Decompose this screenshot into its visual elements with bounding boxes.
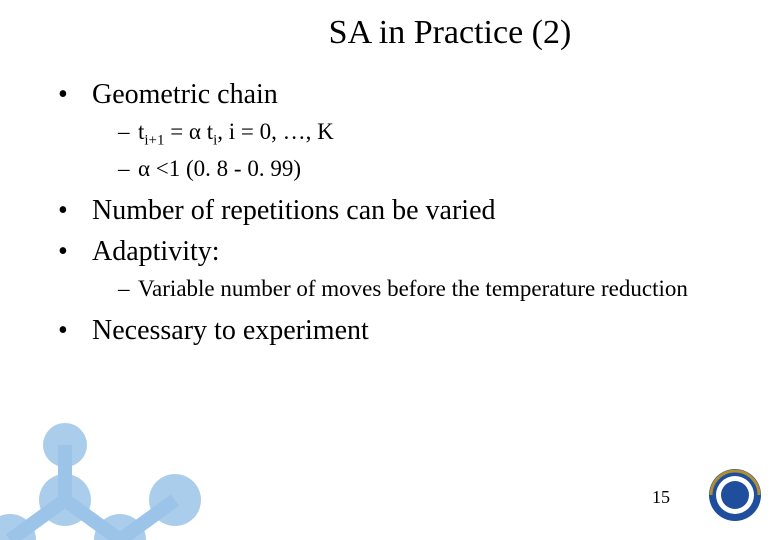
slide: SA in Practice (2) Geometric chain ti+1 … <box>0 0 780 540</box>
sub-bullet-alpha-range: α <1 (0. 8 - 0. 99) <box>118 153 740 184</box>
sub-bullet-formula: ti+1 = α ti, i = 0, …, K <box>118 116 740 151</box>
bullet-text: Adaptivity: <box>92 236 220 267</box>
bullet-repetitions: Number of repetitions can be varied <box>58 192 740 230</box>
formula-part: = α t <box>164 119 213 144</box>
formula-part: , i = 0, …, K <box>217 119 333 144</box>
molecule-decoration-icon <box>0 390 230 540</box>
sub-bullet-variable-moves: Variable number of moves before the temp… <box>118 273 740 304</box>
formula-subscript: i+1 <box>144 132 164 148</box>
sub-list: ti+1 = α ti, i = 0, …, K α <1 (0. 8 - 0.… <box>92 116 740 184</box>
bullet-list: Geometric chain ti+1 = α ti, i = 0, …, K… <box>58 76 740 350</box>
page-number: 15 <box>652 487 670 508</box>
bullet-geometric-chain: Geometric chain ti+1 = α ti, i = 0, …, K… <box>58 76 740 184</box>
sub-bullet-text: Variable number of moves before the temp… <box>138 276 688 301</box>
bullet-text: Geometric chain <box>92 79 278 110</box>
institution-logo-icon <box>708 468 762 522</box>
sub-list: Variable number of moves before the temp… <box>92 273 740 304</box>
bullet-experiment: Necessary to experiment <box>58 312 740 350</box>
bullet-text: Number of repetitions can be varied <box>92 195 496 226</box>
sub-bullet-text: α <1 (0. 8 - 0. 99) <box>138 156 301 181</box>
bullet-text: Necessary to experiment <box>92 315 369 346</box>
bullet-adaptivity: Adaptivity: Variable number of moves bef… <box>58 233 740 304</box>
slide-content: Geometric chain ti+1 = α ti, i = 0, …, K… <box>0 52 780 350</box>
slide-title: SA in Practice (2) <box>0 0 780 52</box>
